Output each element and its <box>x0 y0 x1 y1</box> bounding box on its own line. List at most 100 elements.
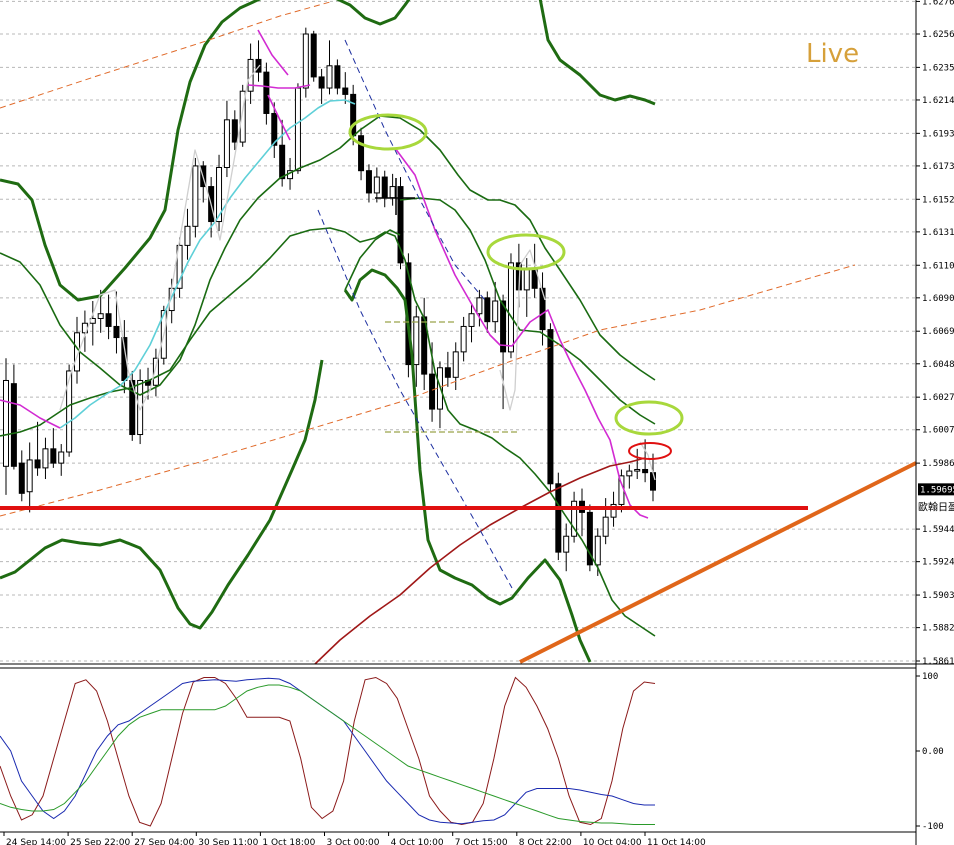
price-tick-label: 1.61730 <box>922 162 954 172</box>
candle-body-up <box>223 119 230 169</box>
osc-tick-label: 100 <box>922 672 938 682</box>
candle <box>444 351 451 387</box>
candle-body-down <box>105 313 112 327</box>
highlight-ellipse <box>614 400 684 436</box>
lower-band-inner <box>0 227 656 637</box>
time-tick-label: 3 Oct 00:00 <box>327 838 380 845</box>
price-tick-label: 1.62145 <box>922 96 954 106</box>
candle <box>476 289 483 327</box>
candle-body-up <box>602 516 609 537</box>
price-trail <box>499 249 546 411</box>
candle-body-down <box>10 383 17 467</box>
candle-body-up <box>507 262 514 353</box>
candle-body-up <box>294 87 301 172</box>
time-tick-label: 10 Oct 04:00 <box>583 838 642 845</box>
candle <box>365 164 372 203</box>
candle-body-down <box>650 472 656 491</box>
candle <box>239 84 246 147</box>
candle <box>18 450 25 502</box>
candle-body-down <box>539 287 546 331</box>
candle-body-down <box>642 468 649 474</box>
candle-body-up <box>326 65 333 89</box>
oscillator-line <box>0 684 655 825</box>
price-tick-label: 1.59445 <box>922 525 954 535</box>
price-tick-label: 1.62350 <box>922 63 954 73</box>
time-tick-label: 4 Oct 10:00 <box>391 838 444 845</box>
candle-body-up <box>626 470 633 477</box>
price-tick-label: 1.59030 <box>922 591 954 601</box>
ma-magenta <box>394 147 649 519</box>
candle <box>484 291 491 333</box>
candle <box>184 208 191 260</box>
candle-body-up <box>523 268 530 291</box>
candle-body-up <box>634 468 641 472</box>
candle-body-up <box>302 33 309 89</box>
candle-body-down <box>358 135 365 172</box>
trend-dashed-blue <box>344 39 486 301</box>
candle-body-up <box>184 225 191 246</box>
candle <box>586 504 593 572</box>
candle <box>294 83 301 174</box>
price-tick-label: 1.58615 <box>922 657 954 667</box>
candle-body-up <box>58 451 65 464</box>
candle <box>247 43 254 104</box>
candle-body-down <box>397 186 404 264</box>
candle <box>129 370 136 441</box>
candle-body-down <box>255 58 262 73</box>
trend-channel-lower <box>0 264 856 517</box>
price-tick-label: 1.60070 <box>922 426 954 436</box>
candle-body-down <box>310 33 317 78</box>
lower-band-outer <box>0 359 324 630</box>
candle-body-down <box>342 87 349 95</box>
osc-tick-label: 0.00 <box>922 747 944 757</box>
candle <box>334 59 341 95</box>
candle <box>555 472 562 561</box>
candle-body-up <box>610 503 617 518</box>
candle <box>216 154 223 232</box>
candle-body-up <box>216 167 223 223</box>
candle <box>326 40 333 95</box>
trend-channel-upper <box>0 1 331 109</box>
lower-band-outer <box>343 268 592 663</box>
candle <box>137 369 144 445</box>
candle-body-up <box>373 176 380 194</box>
candle-body-down <box>113 325 120 339</box>
price-tick-label: 1.62560 <box>922 30 954 40</box>
upper-band-outer <box>538 0 656 106</box>
candle-body-down <box>318 76 325 89</box>
price-tick-label: 1.59860 <box>922 459 954 469</box>
candle <box>373 167 380 203</box>
candle <box>192 157 199 238</box>
ma-magenta <box>0 399 61 429</box>
candle <box>255 40 262 82</box>
osc-tick-label: -100 <box>922 822 944 832</box>
price-tick-label: 1.61520 <box>922 195 954 205</box>
price-tick-label: 1.60690 <box>922 327 954 337</box>
candle <box>10 364 17 470</box>
candle-body-down <box>271 112 278 146</box>
highlight-ellipse-red <box>628 442 672 460</box>
time-tick-label: 7 Oct 15:00 <box>455 838 508 845</box>
ma-cyan <box>59 99 356 429</box>
price-tick-label: 1.61315 <box>922 228 954 238</box>
candle <box>152 348 159 397</box>
mid-band <box>399 197 656 425</box>
candle <box>500 294 507 410</box>
candle-body-up <box>460 325 467 353</box>
candle <box>413 305 420 387</box>
candle <box>223 100 230 178</box>
current-price-label: 1.59695 <box>920 485 954 495</box>
candle <box>271 102 278 158</box>
candle <box>452 342 459 391</box>
ma-magenta <box>257 29 289 76</box>
annotations <box>0 113 917 664</box>
candle-body-down <box>444 367 451 378</box>
candle-body-down <box>34 459 41 469</box>
time-tick-label: 24 Sep 14:00 <box>6 838 66 845</box>
support-trendline <box>519 461 917 664</box>
candle-body-up <box>594 535 601 566</box>
candle <box>397 177 404 270</box>
highlight-ellipse <box>486 233 566 271</box>
candle <box>176 237 183 298</box>
